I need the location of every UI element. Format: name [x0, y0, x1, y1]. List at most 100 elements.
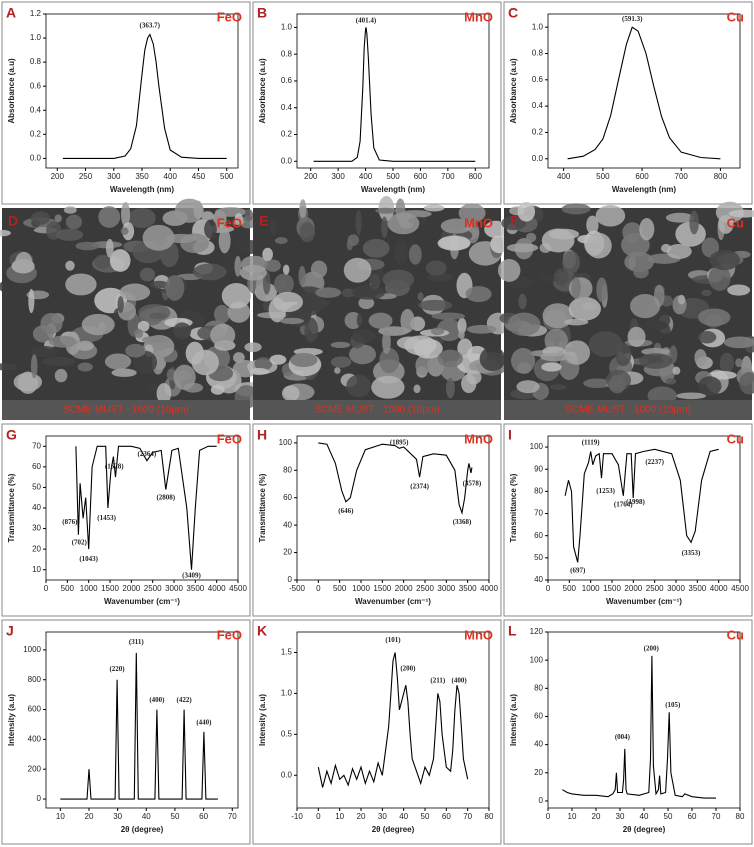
spectrum-line — [62, 33, 227, 159]
particle — [437, 235, 471, 251]
sem-image — [239, 195, 510, 420]
x-tick-label: 50 — [421, 812, 430, 821]
x-axis-label: 2θ (degree) — [121, 825, 164, 834]
y-tick-label: 90 — [534, 464, 543, 473]
particle — [239, 216, 258, 229]
panel-border — [503, 1, 753, 205]
particle — [479, 346, 506, 372]
particle — [507, 312, 541, 337]
y-tick-label: 0.6 — [281, 76, 293, 85]
particle — [418, 299, 453, 311]
peak-label: (1253) — [596, 487, 615, 495]
spectrum-line — [562, 655, 716, 799]
particle — [142, 224, 175, 251]
particle — [119, 283, 151, 301]
particle — [356, 313, 363, 328]
particle — [415, 355, 431, 376]
particle — [379, 347, 400, 374]
particle — [676, 392, 707, 400]
particle — [310, 260, 328, 279]
particle — [553, 268, 569, 286]
x-tick-label: 2000 — [122, 584, 140, 593]
particle — [511, 347, 536, 374]
particle — [218, 228, 231, 254]
plot-frame — [45, 631, 239, 809]
x-tick-label: 400 — [164, 172, 178, 181]
particle — [121, 202, 131, 227]
panel-border — [1, 619, 251, 845]
particle — [269, 218, 277, 236]
panel-letter: A — [6, 5, 16, 21]
spectrum-line — [75, 445, 217, 570]
panel-letter: J — [6, 623, 14, 639]
x-tick-label: 70 — [463, 812, 472, 821]
peak-label: (400) — [149, 696, 165, 704]
material-label: FeO — [217, 627, 242, 642]
particle — [55, 228, 84, 241]
y-tick-label: 0.5 — [281, 729, 293, 738]
particle — [358, 296, 375, 310]
caption-bar — [504, 400, 752, 420]
particle — [425, 260, 447, 276]
y-tick-label: 80 — [534, 683, 543, 692]
particle — [280, 317, 304, 325]
x-tick-label: 400 — [359, 172, 373, 181]
y-tick-label: 60 — [534, 712, 543, 721]
x-tick-label: 3000 — [667, 584, 685, 593]
particle — [192, 263, 227, 281]
x-tick-label: 10 — [568, 812, 577, 821]
spectrum-line — [318, 442, 473, 515]
peak-label: (1453) — [97, 514, 116, 522]
particle — [506, 243, 539, 253]
particle — [608, 375, 626, 394]
particle — [109, 249, 131, 272]
particle — [525, 232, 537, 243]
x-tick-label: 20 — [85, 812, 94, 821]
material-label: FeO — [217, 9, 242, 24]
y-tick-label: 400 — [28, 734, 42, 743]
particle — [343, 257, 372, 283]
particle — [568, 296, 601, 321]
material-label: MnO — [464, 627, 493, 642]
x-tick-label: 10 — [56, 812, 65, 821]
x-tick-label: 10 — [335, 812, 344, 821]
panel-letter: G — [6, 427, 17, 443]
x-axis-label: Wavelength (nm) — [110, 185, 174, 194]
particle — [94, 254, 111, 270]
x-tick-label: 80 — [485, 812, 494, 821]
panel-letter: L — [508, 623, 517, 639]
x-tick-label: 4500 — [229, 584, 247, 593]
particle — [76, 340, 95, 351]
spectrum-line — [60, 652, 218, 800]
particle — [149, 312, 168, 320]
peak-label: (220) — [109, 665, 125, 673]
peak-label: (101) — [385, 636, 401, 644]
panel-letter: B — [257, 5, 267, 21]
particle — [351, 328, 376, 344]
x-tick-label: 1000 — [80, 584, 98, 593]
x-tick-label: 80 — [736, 812, 745, 821]
y-axis-label: Intensity (a.u) — [509, 694, 518, 746]
particle — [660, 243, 672, 253]
particle — [701, 289, 712, 297]
x-tick-label: 3500 — [186, 584, 204, 593]
peak-label: (697) — [570, 567, 586, 575]
particle — [394, 240, 408, 265]
x-tick-label: 3500 — [688, 584, 706, 593]
spectrum-line — [567, 26, 721, 160]
particle — [330, 356, 352, 368]
y-tick-label: 0.0 — [30, 153, 42, 162]
particle — [15, 251, 33, 274]
particle — [31, 346, 59, 358]
particle — [81, 313, 115, 336]
x-tick-label: 500 — [333, 584, 347, 593]
y-axis-label: Intensity (a.u) — [7, 694, 16, 746]
particle — [165, 233, 197, 244]
x-axis-label: Wavenumber (cm⁻¹) — [606, 597, 682, 606]
x-tick-label: 3000 — [437, 584, 455, 593]
particle — [30, 354, 38, 379]
x-tick-label: -10 — [291, 812, 303, 821]
particle — [269, 354, 287, 365]
sem-image — [0, 198, 262, 420]
particle — [0, 281, 8, 292]
